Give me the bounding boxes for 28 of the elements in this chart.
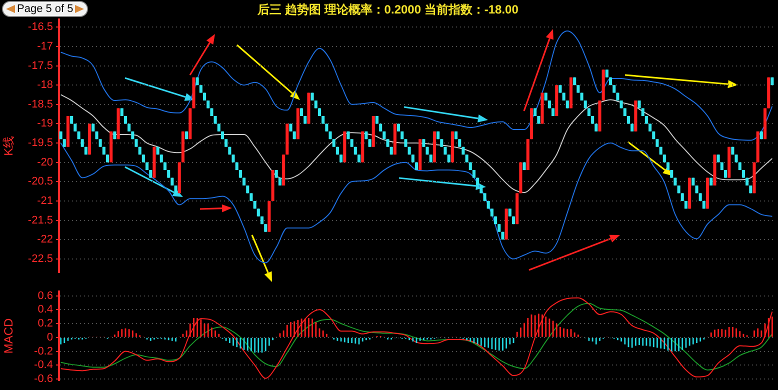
y-tick-label: -22.5 [28,252,53,265]
y-tick-label: 0 [46,331,53,344]
y-tick-label: -0.6 [34,373,53,386]
y-tick-label: -18.5 [28,98,53,110]
y-axis-title: MACD [2,318,16,354]
y-tick-label: -17.5 [28,60,53,72]
y-tick-label: -18 [37,79,53,92]
y-tick-label: 0.2 [38,318,53,330]
y-tick-label: -22 [37,234,53,246]
line-series [60,94,773,193]
y-tick-label: -0.2 [34,345,53,358]
y-tick-label: 0.6 [38,290,53,302]
y-tick-label: -0.4 [34,359,53,372]
chart-title: 后三 趋势图 理论概率：0.2000 当前指数：-18.00 [256,2,519,17]
page-button: Page 5 of 5 [2,1,88,17]
line-series [60,142,773,264]
y-tick-label: -20 [37,156,53,168]
y-tick-label: -20.5 [28,176,53,188]
y-tick-label: -21.5 [28,214,53,226]
y-tick-label: -17 [37,40,53,52]
line-series [60,302,773,370]
y-tick-label: -19.5 [28,137,53,150]
y-tick-label: -16.5 [28,21,53,34]
y-tick-label: 0.4 [38,304,53,316]
y-tick-label: -21 [37,194,53,207]
y-tick-label: -19 [37,118,53,130]
line-series [60,30,773,141]
y-axis-title: K线 [2,136,16,156]
